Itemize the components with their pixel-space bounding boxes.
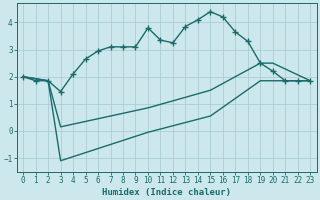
X-axis label: Humidex (Indice chaleur): Humidex (Indice chaleur) (102, 188, 231, 197)
